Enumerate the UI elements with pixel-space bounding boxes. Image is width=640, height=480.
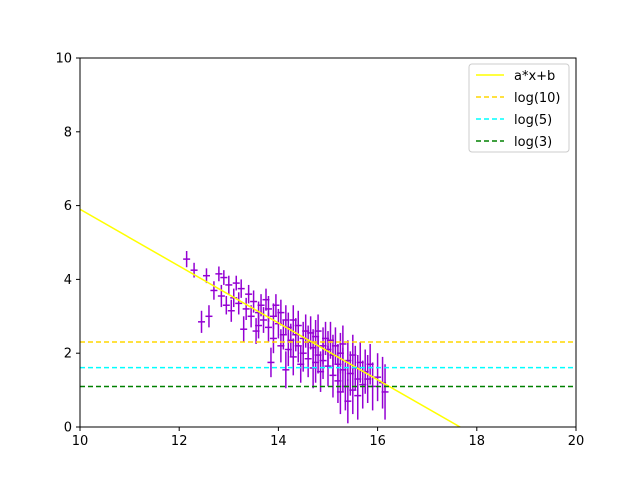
y-tick-label: 4 <box>64 273 72 288</box>
y-tick-label: 10 <box>55 52 72 67</box>
data-point <box>183 250 191 268</box>
data-point <box>277 299 285 326</box>
data-point <box>336 369 344 415</box>
data-point <box>299 334 307 372</box>
data-point <box>260 307 268 333</box>
data-point <box>215 266 223 282</box>
legend-label-log3: log(3) <box>514 135 552 150</box>
y-tick-label: 8 <box>64 125 72 140</box>
data-point <box>232 275 240 291</box>
data-point <box>245 284 253 304</box>
data-point <box>235 292 243 315</box>
data-point <box>237 279 245 298</box>
data-point <box>289 338 297 376</box>
data-point <box>354 371 362 420</box>
data-point <box>267 347 275 378</box>
legend-label-log5: log(5) <box>514 113 552 128</box>
legend-label-log10: log(10) <box>514 91 561 106</box>
data-point <box>339 325 347 363</box>
data-point <box>282 351 290 389</box>
data-point <box>294 310 302 341</box>
x-tick-label: 20 <box>568 434 585 449</box>
data-point <box>225 275 233 295</box>
data-point <box>220 270 228 285</box>
data-point <box>210 281 218 300</box>
data-point <box>314 314 322 348</box>
x-tick-label: 18 <box>469 434 486 449</box>
data-point <box>269 323 277 354</box>
legend-label-fit: a*x+b <box>514 69 555 84</box>
x-tick-label: 10 <box>72 434 89 449</box>
data-point <box>217 284 225 308</box>
data-point <box>381 364 389 420</box>
legend-box <box>468 63 570 153</box>
data-point <box>240 316 248 343</box>
y-tick-label: 6 <box>64 199 72 214</box>
legend: a*x+b log(10) log(5) log(3) <box>468 63 570 153</box>
data-point <box>242 297 250 320</box>
plot-area <box>80 208 576 427</box>
data-point <box>202 268 210 284</box>
x-tick-label: 14 <box>270 434 287 449</box>
y-tick-label: 2 <box>64 347 72 362</box>
axis-ticks: 10 12 14 16 18 20 0 2 4 6 8 10 <box>55 52 584 450</box>
fit-line <box>80 208 462 427</box>
data-point <box>247 305 255 328</box>
y-tick-label: 0 <box>64 421 72 436</box>
x-tick-label: 16 <box>369 434 386 449</box>
data-point <box>198 310 206 333</box>
data-point <box>374 353 382 402</box>
data-point <box>255 312 263 339</box>
data-point <box>205 305 213 328</box>
data-point <box>272 294 280 317</box>
x-tick-label: 12 <box>171 434 188 449</box>
data-point <box>222 296 230 315</box>
data-point <box>227 299 235 322</box>
axes-frame <box>79 57 577 428</box>
data-point <box>312 342 320 383</box>
